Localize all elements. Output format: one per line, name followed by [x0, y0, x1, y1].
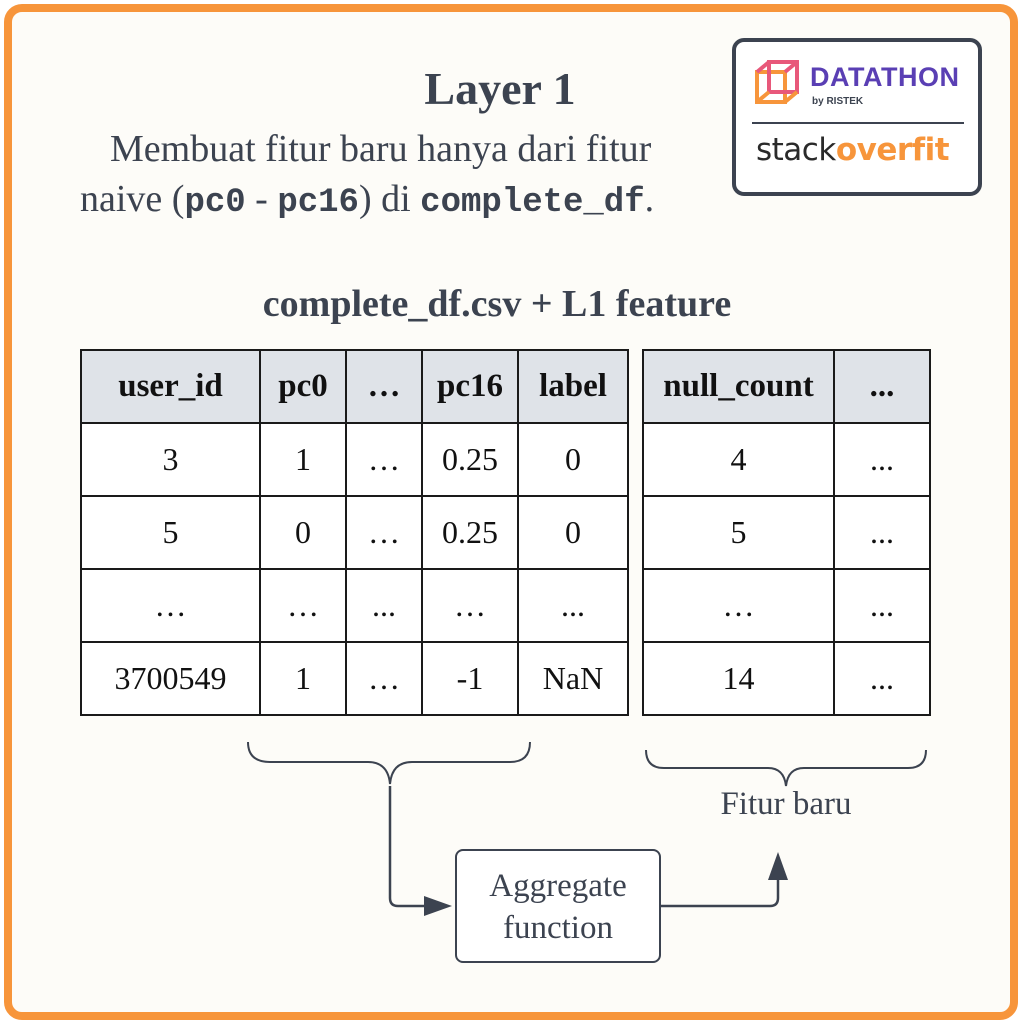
description-end: . [644, 178, 655, 220]
datathon-logo: DATATHON by RISTEK stackoverfit [732, 38, 982, 196]
table-cell: 14 [642, 641, 835, 716]
code-pc0: pc0 [184, 184, 246, 222]
new-feature-table: null_count ... 4 ... 5 ... … ... 14 ... [642, 349, 931, 716]
team-name-left: stack [756, 132, 836, 168]
table-header-row: user_id pc0 … pc16 label [80, 349, 629, 424]
aggregate-line-2: function [503, 910, 613, 946]
diagram-description: Membuat fitur baru hanya dari fitur naiv… [80, 124, 740, 228]
right-brace [645, 749, 927, 787]
table-cell: 5 [80, 495, 261, 570]
complete-df-table: user_id pc0 … pc16 label 3 1 … 0.25 0 5 … [80, 349, 629, 716]
header-ellipsis: ... [833, 349, 931, 424]
description-line-2: naive (pc0 - pc16) di complete_df. [80, 174, 740, 228]
table-title: complete_df.csv + L1 feature [262, 283, 732, 325]
table-cell: 3 [80, 422, 261, 497]
description-line-1: Membuat fitur baru hanya dari fitur [110, 128, 652, 170]
table-cell: 1 [259, 422, 347, 497]
table-cell: … [80, 568, 261, 643]
table-cell: … [345, 641, 423, 716]
arrow-head-right-icon [424, 896, 452, 916]
table-cell: 0 [517, 495, 629, 570]
diagram-title: Layer 1 [424, 63, 576, 114]
table-row: 3 1 … 0.25 0 [80, 422, 629, 497]
description-dash: - [245, 178, 278, 220]
table-cell: 0 [517, 422, 629, 497]
table-cell: … [259, 568, 347, 643]
table-cell: NaN [517, 641, 629, 716]
header-null-count: null_count [642, 349, 835, 424]
arrow-to-new-feature [661, 876, 780, 908]
table-cell: … [345, 422, 423, 497]
logo-divider [752, 122, 964, 124]
table-row: 3700549 1 … -1 NaN [80, 641, 629, 716]
table-row: … ... [642, 568, 931, 643]
table-cell: 0.25 [421, 422, 519, 497]
header-label: label [517, 349, 629, 424]
arrow-to-aggregate [388, 786, 430, 908]
header-user-id: user_id [80, 349, 261, 424]
table-cell: 3700549 [80, 641, 261, 716]
description-prefix: naive ( [80, 178, 185, 220]
table-cell: -1 [421, 641, 519, 716]
aggregate-line-1: Aggregate [489, 868, 627, 904]
arrow-head-up-icon [768, 852, 788, 880]
table-cell: 5 [642, 495, 835, 570]
left-brace [247, 741, 531, 785]
table-cell: 0 [259, 495, 347, 570]
table-row: 14 ... [642, 641, 931, 716]
header-pc0: pc0 [259, 349, 347, 424]
header-ellipsis: … [345, 349, 423, 424]
team-name-right: overfit [835, 132, 950, 168]
table-header-row: null_count ... [642, 349, 931, 424]
code-pc16: pc16 [277, 184, 359, 222]
aggregate-function-box: Aggregate function [455, 849, 661, 963]
table-cell: ... [833, 495, 931, 570]
table-row: 5 0 … 0.25 0 [80, 495, 629, 570]
table-cell: … [642, 568, 835, 643]
table-cell: ... [517, 568, 629, 643]
table-row: … … ... … ... [80, 568, 629, 643]
table-row: 4 ... [642, 422, 931, 497]
table-cell: 4 [642, 422, 835, 497]
team-name: stackoverfit [756, 132, 950, 168]
cube-logo-icon [755, 60, 799, 104]
table-cell: … [345, 495, 423, 570]
table-cell: 0.25 [421, 495, 519, 570]
description-mid: ) di [358, 178, 421, 220]
table-cell: ... [833, 568, 931, 643]
table-cell: ... [833, 641, 931, 716]
table-cell: 1 [259, 641, 347, 716]
table-cell: ... [345, 568, 423, 643]
table-cell: ... [833, 422, 931, 497]
table-cell: … [421, 568, 519, 643]
new-feature-label: Fitur baru [720, 786, 852, 822]
table-row: 5 ... [642, 495, 931, 570]
logo-name: DATATHON [810, 62, 960, 92]
logo-by: by RISTEK [812, 96, 864, 107]
code-complete-df: complete_df [420, 184, 645, 222]
header-pc16: pc16 [421, 349, 519, 424]
